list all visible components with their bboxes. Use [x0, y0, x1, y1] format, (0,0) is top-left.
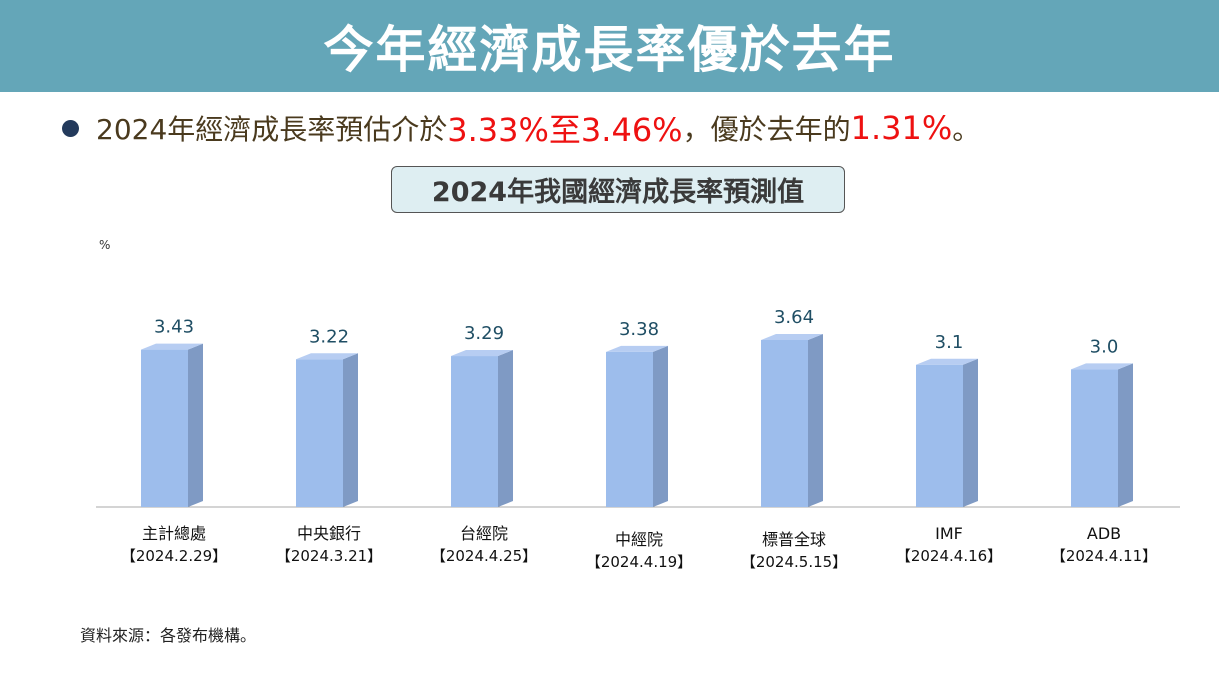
date-label: 【2024.5.15】	[741, 553, 847, 571]
bar-side	[1118, 363, 1133, 507]
headline: 2024年經濟成長率預估介於 3.33%至3.46% ，優於去年的 1.31% …	[62, 108, 981, 149]
headline-last-year: 1.31%	[850, 109, 953, 147]
bar-top	[1071, 363, 1133, 370]
date-label: 【2024.4.25】	[431, 547, 537, 565]
bar-top	[141, 343, 203, 350]
value-label: 3.1	[935, 332, 964, 353]
category-label: IMF	[935, 524, 963, 543]
bar	[296, 359, 343, 507]
bar-top	[916, 358, 978, 365]
source-note: 資料來源：各發布機構。	[80, 626, 257, 645]
category-label: 標普全球	[762, 530, 826, 549]
bar-top	[451, 350, 513, 357]
date-label: 【2024.2.29】	[121, 547, 227, 565]
value-label: 3.22	[309, 326, 349, 347]
bar-side	[188, 343, 203, 507]
unit-label: %	[99, 238, 110, 252]
headline-range: 3.33%至3.46%	[447, 111, 683, 149]
category-label: 中經院	[615, 530, 663, 549]
bar	[141, 349, 188, 507]
headline-text-2: ，優於去年的	[682, 113, 851, 146]
date-label: 【2024.4.16】	[896, 547, 1002, 565]
bar-top	[761, 334, 823, 340]
page-title: 今年經濟成長率優於去年	[323, 21, 896, 79]
value-label: 3.43	[154, 317, 194, 338]
title-banner: 今年經濟成長率優於去年	[0, 0, 1219, 92]
value-label: 3.29	[464, 323, 504, 344]
bar	[916, 364, 963, 507]
category-label: 主計總處	[142, 524, 206, 543]
bar	[451, 356, 498, 507]
bar	[606, 351, 653, 507]
bar-top	[606, 345, 668, 352]
bullet-icon	[62, 119, 79, 137]
bar-side	[498, 350, 513, 507]
bar	[1071, 369, 1118, 507]
value-label: 3.38	[619, 319, 659, 340]
category-label: ADB	[1087, 524, 1121, 543]
value-label: 3.0	[1090, 336, 1119, 357]
headline-end: 。	[952, 113, 981, 146]
chart-title: 2024年我國經濟成長率預測值	[391, 166, 845, 213]
value-label: 3.64	[774, 307, 814, 328]
bar-side	[343, 353, 358, 507]
bar-side	[653, 345, 668, 507]
date-label: 【2024.4.19】	[586, 553, 692, 571]
bar-side	[808, 334, 823, 507]
date-label: 【2024.3.21】	[276, 547, 382, 565]
date-label: 【2024.4.11】	[1051, 547, 1157, 565]
category-label: 中央銀行	[297, 524, 361, 543]
bar-top	[296, 353, 358, 360]
bar	[761, 340, 808, 507]
headline-text-1: 2024年經濟成長率預估介於	[96, 113, 448, 146]
category-label: 台經院	[460, 524, 508, 543]
bar-side	[963, 358, 978, 507]
